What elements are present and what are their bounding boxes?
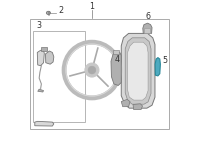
FancyBboxPatch shape xyxy=(33,31,85,122)
Polygon shape xyxy=(143,23,152,33)
Text: 5: 5 xyxy=(162,56,167,65)
Circle shape xyxy=(88,66,96,74)
FancyBboxPatch shape xyxy=(113,50,119,54)
Text: 2: 2 xyxy=(58,6,63,15)
FancyBboxPatch shape xyxy=(30,20,169,129)
Polygon shape xyxy=(121,33,155,108)
Polygon shape xyxy=(133,104,143,110)
Polygon shape xyxy=(121,99,130,107)
Text: 6: 6 xyxy=(145,12,150,21)
Text: 3: 3 xyxy=(36,21,41,30)
Polygon shape xyxy=(35,121,54,126)
Circle shape xyxy=(85,63,99,77)
Polygon shape xyxy=(128,42,148,100)
FancyBboxPatch shape xyxy=(144,28,150,33)
Polygon shape xyxy=(45,51,54,64)
Polygon shape xyxy=(125,38,151,104)
Polygon shape xyxy=(37,50,44,66)
Ellipse shape xyxy=(46,11,50,15)
Text: 1: 1 xyxy=(89,2,94,11)
Polygon shape xyxy=(155,58,160,76)
Polygon shape xyxy=(38,89,44,92)
Text: 4: 4 xyxy=(114,55,119,64)
Polygon shape xyxy=(111,52,121,85)
FancyBboxPatch shape xyxy=(41,47,47,51)
